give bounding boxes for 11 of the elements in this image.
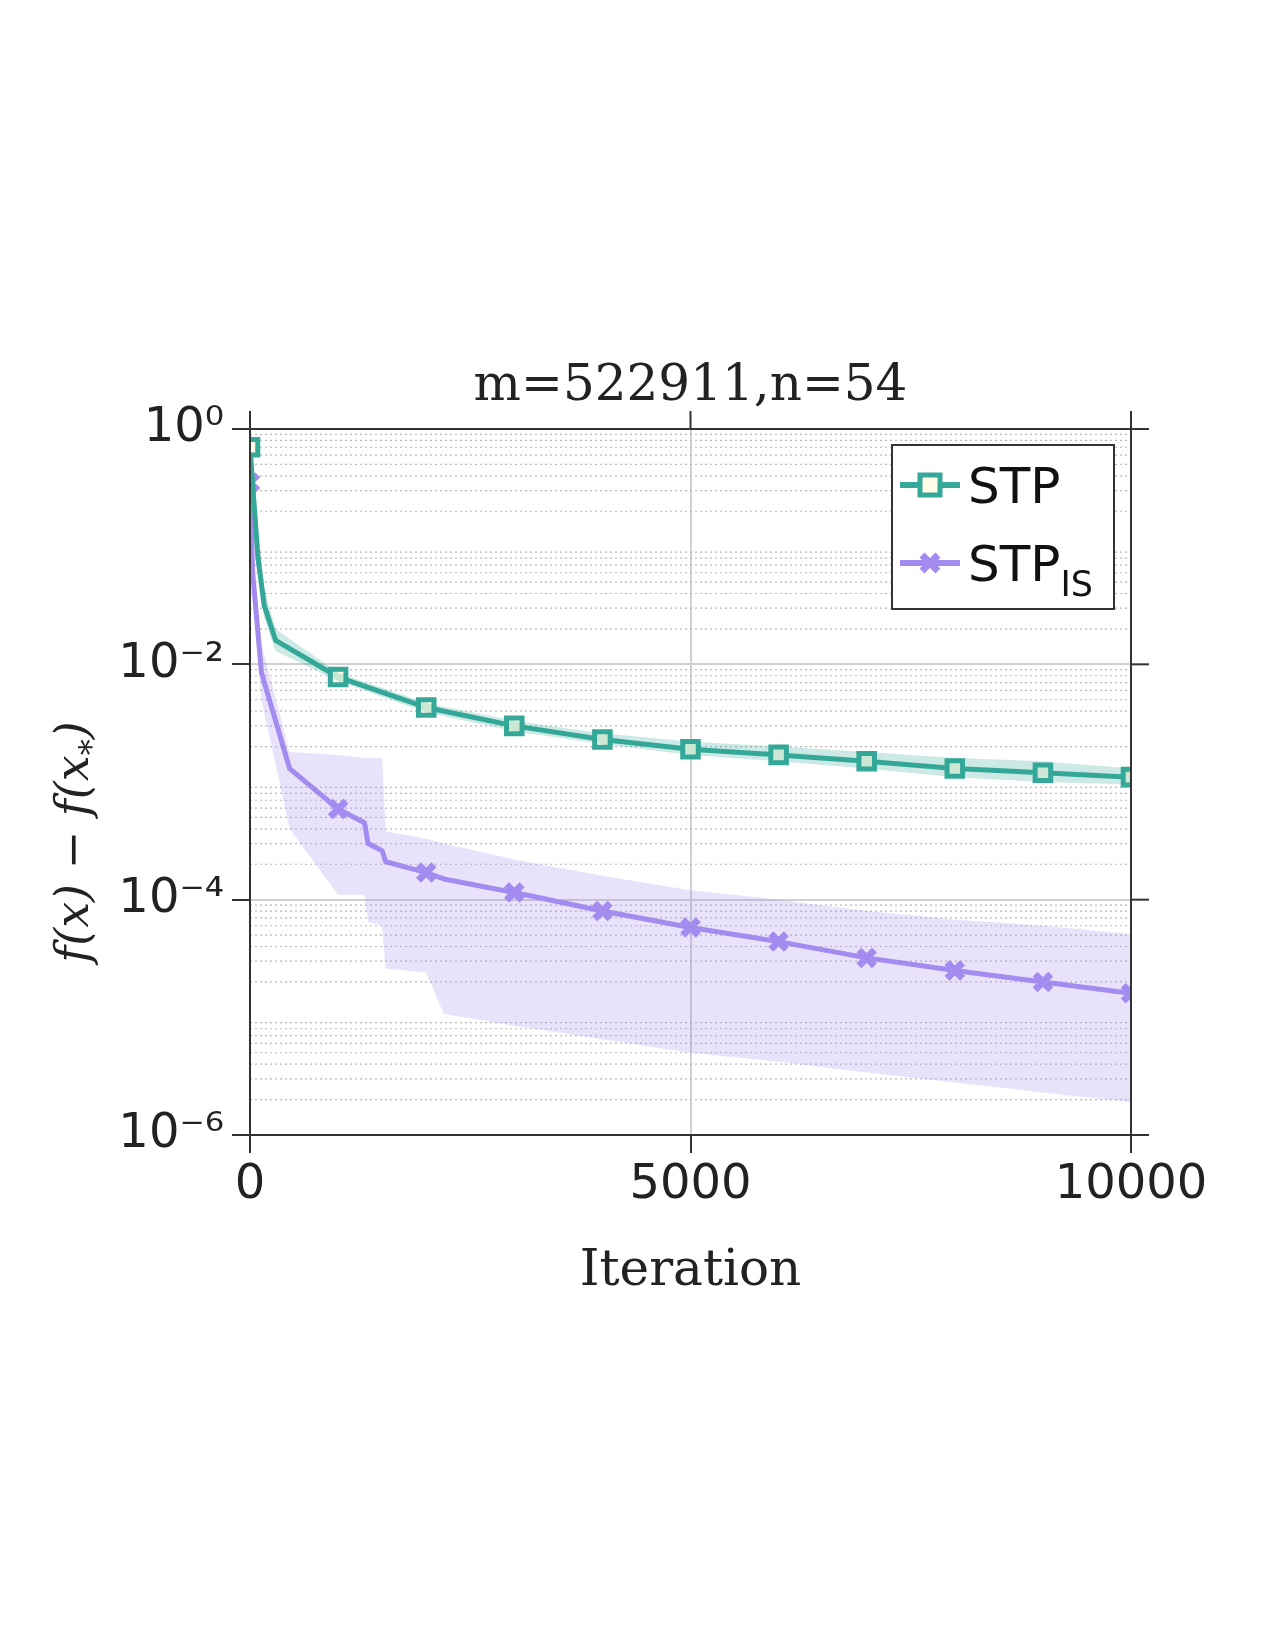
y-tick-label: 10⁻⁴: [118, 867, 224, 924]
x-tick-label: 5000: [629, 1153, 752, 1210]
x-tick-label: 10000: [1054, 1153, 1208, 1210]
y-tick-label: 10⁻⁶: [118, 1102, 224, 1159]
y-tick-label: 10⁻²: [118, 631, 224, 688]
x-tick-label: 0: [234, 1153, 266, 1210]
legend-label: STP: [968, 457, 1061, 515]
x-axis-title: Iteration: [579, 1239, 802, 1297]
y-axis-title: f(x) − f(x*): [45, 721, 110, 966]
y-tick-label: 10⁰: [143, 396, 224, 453]
chart-title: m=522911,n=54: [473, 354, 908, 412]
